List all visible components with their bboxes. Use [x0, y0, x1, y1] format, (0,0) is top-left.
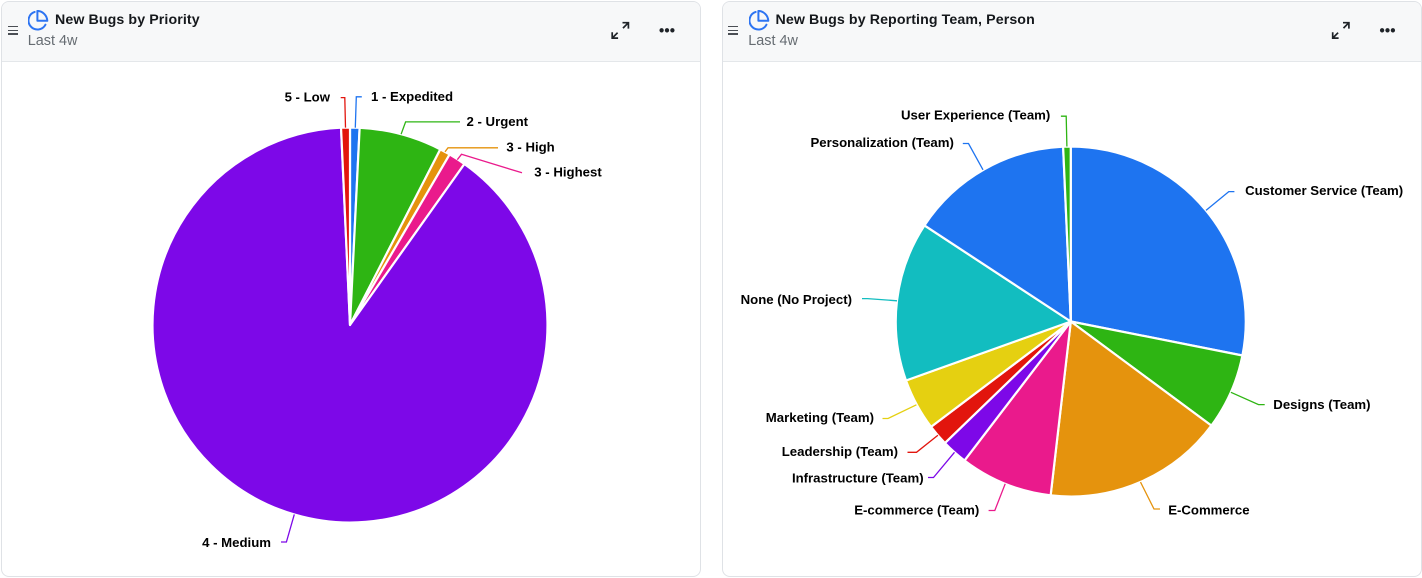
svg-text:2 - Urgent: 2 - Urgent [467, 114, 529, 129]
svg-text:E-Commerce: E-Commerce [1168, 503, 1249, 518]
svg-text:3 - Highest: 3 - Highest [534, 165, 602, 180]
svg-text:User Experience (Team): User Experience (Team) [901, 108, 1050, 123]
svg-text:Marketing (Team): Marketing (Team) [766, 410, 874, 425]
svg-text:1 - Expedited: 1 - Expedited [371, 89, 453, 104]
svg-text:None (No Project): None (No Project) [741, 292, 852, 307]
svg-text:Customer Service (Team): Customer Service (Team) [1245, 183, 1403, 198]
svg-text:E-commerce (Team): E-commerce (Team) [854, 503, 979, 518]
svg-text:Designs (Team): Designs (Team) [1273, 397, 1370, 412]
svg-text:Personalization (Team): Personalization (Team) [811, 135, 954, 150]
svg-text:5 - Low: 5 - Low [285, 90, 331, 105]
svg-text:3 - High: 3 - High [506, 140, 554, 155]
svg-text:Infrastructure (Team): Infrastructure (Team) [792, 470, 924, 485]
svg-text:4 - Medium: 4 - Medium [202, 535, 271, 550]
svg-text:Leadership (Team): Leadership (Team) [782, 444, 898, 459]
